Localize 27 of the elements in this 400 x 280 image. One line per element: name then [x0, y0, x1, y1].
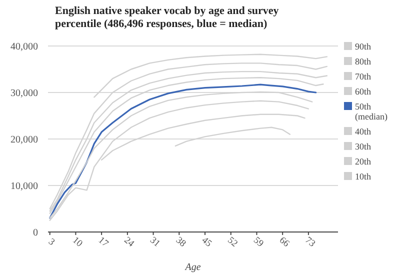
- legend-label: 80th: [355, 56, 372, 66]
- x-tick-label: 59: [251, 236, 266, 250]
- x-tick-label: 52: [225, 236, 240, 250]
- x-axis-title: Age: [184, 262, 202, 273]
- legend-label: 70th: [355, 72, 372, 82]
- y-tick-label: 0: [33, 228, 38, 238]
- legend-label: 40th: [355, 126, 372, 136]
- y-tick-label: 40,000: [10, 42, 38, 52]
- x-tick-label: 45: [199, 236, 214, 250]
- legend-label: 60th: [355, 86, 372, 96]
- x-tick-label: 3: [46, 237, 56, 248]
- x-tick-label: 24: [122, 236, 136, 250]
- x-tick-label: 31: [148, 236, 162, 250]
- legend-label: 50th (median): [355, 102, 388, 122]
- x-tick-label: 10: [70, 236, 84, 250]
- legend-label: 10th: [355, 172, 372, 182]
- y-tick-label: 10,000: [10, 181, 38, 192]
- legend-label: 90th: [355, 42, 372, 52]
- legend-label: 30th: [355, 142, 372, 152]
- y-tick-label: 20,000: [10, 134, 38, 146]
- x-tick-label: 73: [302, 236, 317, 250]
- y-tick-label: 30,000: [10, 88, 38, 99]
- chart-title: English native speaker vocab by age and survey percentile (486,496 responses, blue = median): [55, 5, 280, 30]
- legend-label: 20th: [355, 156, 372, 166]
- x-tick-label: 17: [96, 236, 110, 250]
- x-tick-label: 66: [277, 236, 291, 250]
- x-tick-label: 38: [174, 236, 188, 250]
